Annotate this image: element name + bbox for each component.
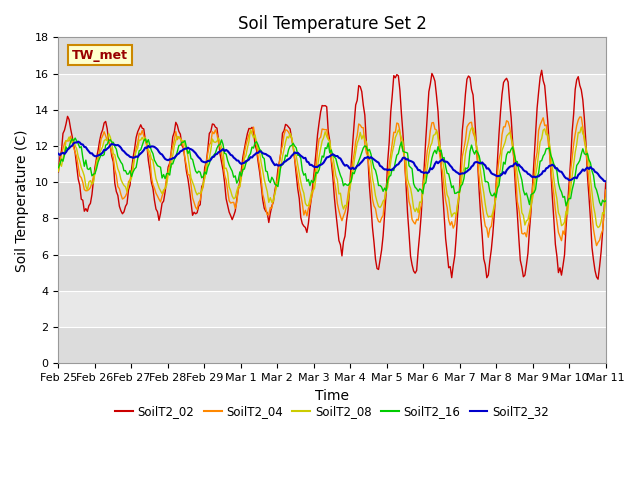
Title: Soil Temperature Set 2: Soil Temperature Set 2 (237, 15, 426, 33)
X-axis label: Time: Time (315, 389, 349, 403)
Bar (58, 291, 605, 327)
Bar (58, 73, 605, 110)
Bar (58, 146, 605, 182)
Bar (58, 255, 605, 291)
Bar (58, 218, 605, 255)
Y-axis label: Soil Temperature (C): Soil Temperature (C) (15, 129, 29, 272)
Text: TW_met: TW_met (72, 49, 128, 62)
Bar (58, 182, 605, 218)
Bar (58, 37, 605, 73)
Legend: SoilT2_02, SoilT2_04, SoilT2_08, SoilT2_16, SoilT2_32: SoilT2_02, SoilT2_04, SoilT2_08, SoilT2_… (111, 400, 554, 423)
Bar (58, 327, 605, 363)
Bar (58, 110, 605, 146)
